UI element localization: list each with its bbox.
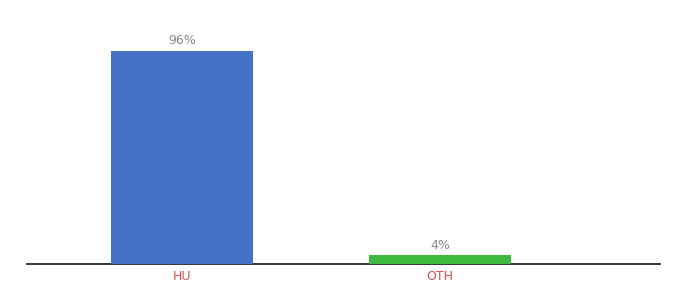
Text: 96%: 96% [168, 34, 196, 47]
Bar [111, 51, 253, 264]
Text: 4%: 4% [430, 239, 450, 252]
Bar [369, 255, 511, 264]
